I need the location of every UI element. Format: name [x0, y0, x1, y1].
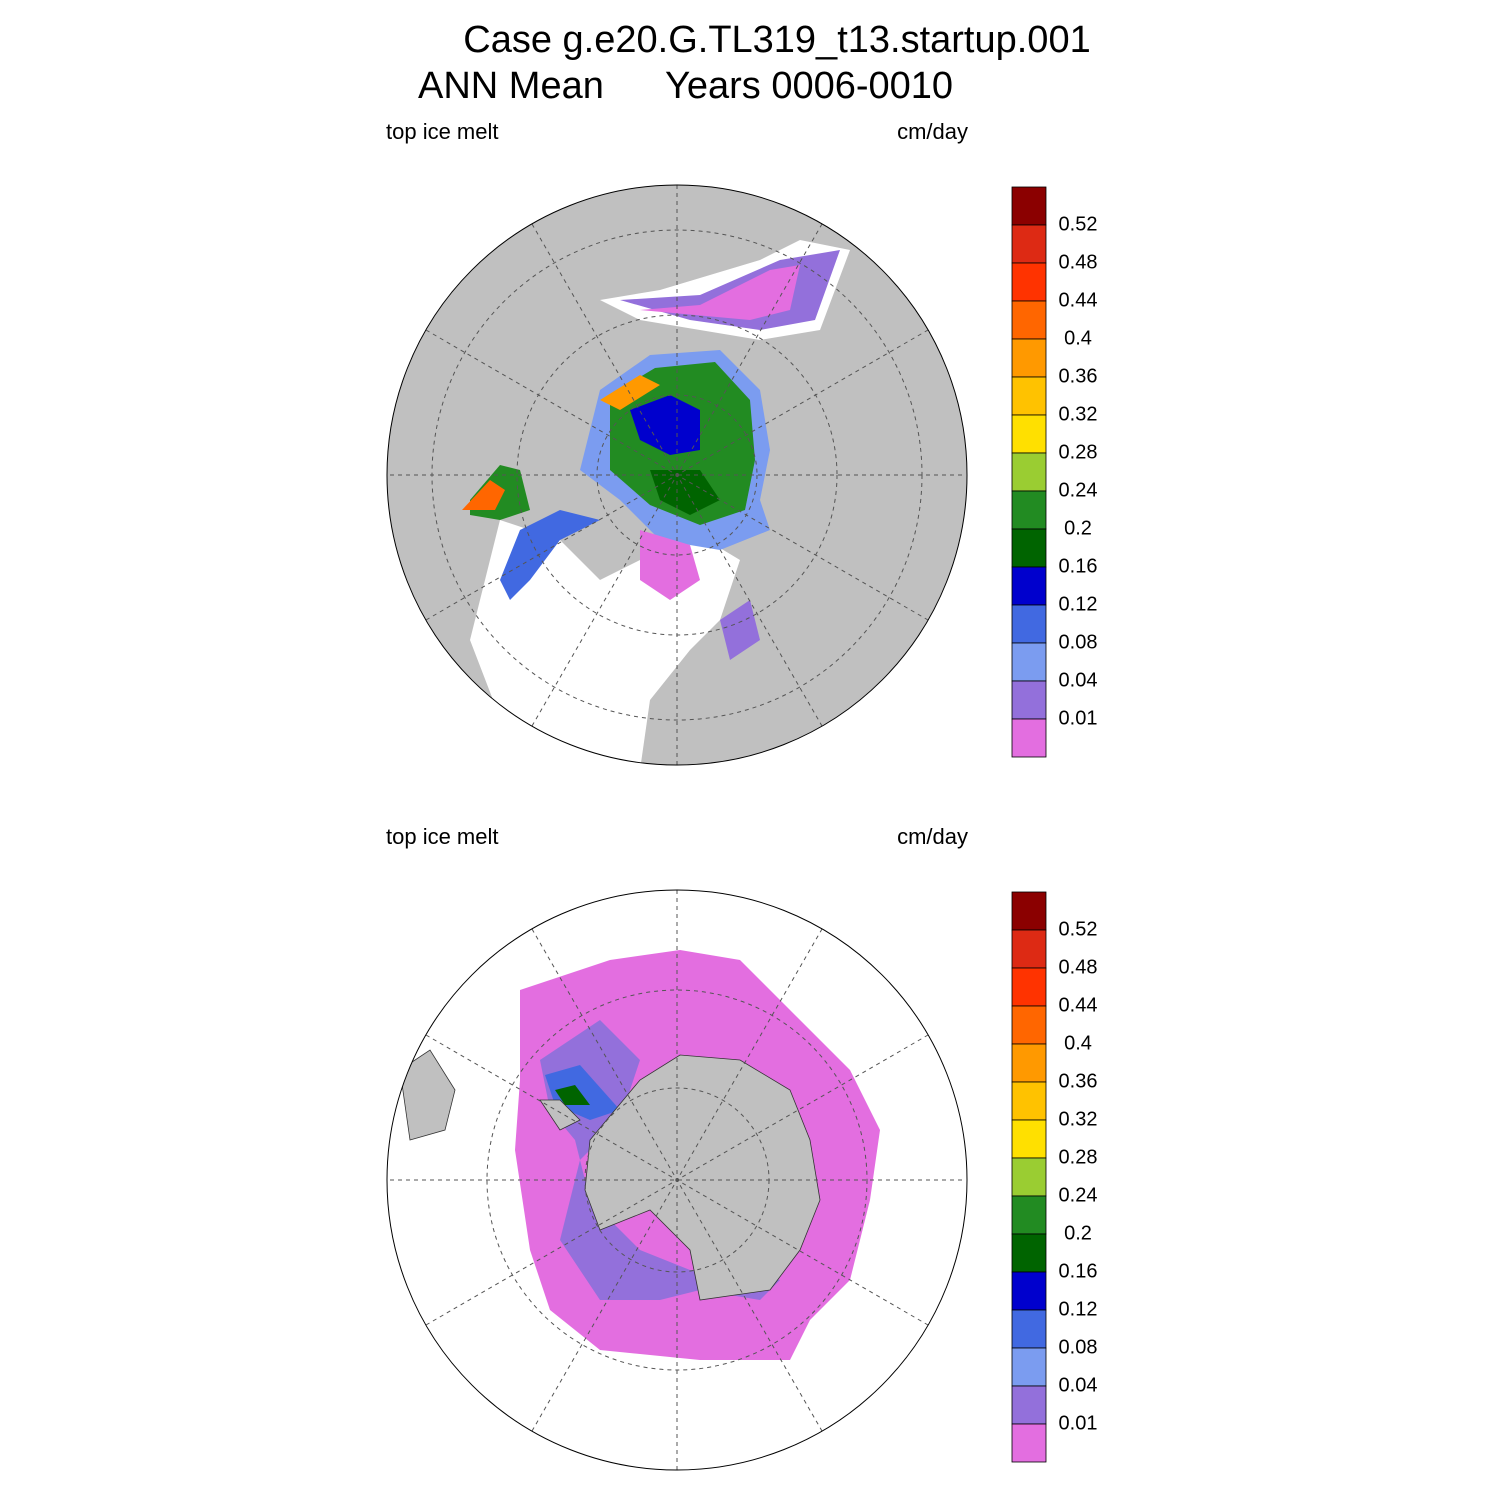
subtitle-right: Years 0006-0010 — [665, 65, 953, 107]
units-label: cm/day — [897, 119, 968, 144]
colorbar-label: 0.04 — [1059, 669, 1098, 691]
title: Case g.e20.G.TL319_t13.startup.001 — [463, 19, 1090, 61]
colorbar-box — [1011, 338, 1047, 378]
colorbar-box — [1011, 967, 1047, 1007]
colorbar-label: 0.28 — [1059, 1146, 1098, 1168]
colorbar-box — [1011, 1423, 1047, 1463]
colorbar-label: 0.24 — [1059, 1184, 1098, 1206]
colorbar-box — [1011, 566, 1047, 606]
colorbar-label: 0.36 — [1059, 365, 1098, 387]
colorbar-label: 0.32 — [1059, 1108, 1098, 1130]
colorbar-box — [1011, 1081, 1047, 1121]
colorbar-box — [1011, 186, 1047, 226]
colorbar-label: 0.04 — [1059, 1374, 1098, 1396]
colorbar-label: 0.16 — [1059, 555, 1098, 577]
colorbar-label: 0.12 — [1059, 1298, 1098, 1320]
colorbar-label: 0.4 — [1064, 1032, 1092, 1054]
colorbar-label: 0.52 — [1059, 918, 1098, 940]
colorbar-box — [1011, 718, 1047, 758]
colorbar-box — [1011, 642, 1047, 682]
colorbar-label: 0.48 — [1059, 251, 1098, 273]
colorbar-label: 0.16 — [1059, 1260, 1098, 1282]
colorbar-label: 0.12 — [1059, 593, 1098, 615]
units-label: cm/day — [897, 824, 968, 849]
colorbar-box — [1011, 414, 1047, 454]
colorbar-box — [1011, 1005, 1047, 1045]
colorbar-box — [1011, 891, 1047, 931]
colorbar-box — [1011, 1385, 1047, 1425]
colorbar-label: 0.48 — [1059, 956, 1098, 978]
colorbar-label: 0.28 — [1059, 441, 1098, 463]
colorbar-label: 0.36 — [1059, 1070, 1098, 1092]
colorbar-label: 0.44 — [1059, 289, 1098, 311]
subtitle-left: ANN Mean — [418, 65, 604, 107]
colorbar-box — [1011, 490, 1047, 530]
colorbar-box — [1011, 1271, 1047, 1311]
antarctic-map — [387, 890, 967, 1470]
colorbar-label: 0.08 — [1059, 631, 1098, 653]
colorbar-box — [1011, 1119, 1047, 1159]
arctic-map — [387, 185, 967, 765]
colorbar-label: 0.01 — [1059, 1412, 1098, 1434]
colorbar-box — [1011, 680, 1047, 720]
colorbar-box — [1011, 1157, 1047, 1197]
colorbar-box — [1011, 528, 1047, 568]
colorbar-box — [1011, 300, 1047, 340]
colorbar-box — [1011, 1233, 1047, 1273]
colorbar-label: 0.24 — [1059, 479, 1098, 501]
colorbar-box — [1011, 929, 1047, 969]
colorbar-box — [1011, 1195, 1047, 1235]
colorbar-label: 0.01 — [1059, 707, 1098, 729]
colorbar-label: 0.52 — [1059, 213, 1098, 235]
panel-label: top ice melt — [386, 119, 499, 144]
colorbar-box — [1011, 262, 1047, 302]
colorbar-label: 0.08 — [1059, 1336, 1098, 1358]
colorbar-box — [1011, 604, 1047, 644]
panel-label: top ice melt — [386, 824, 499, 849]
colorbar-box — [1011, 224, 1047, 264]
colorbar-label: 0.44 — [1059, 994, 1098, 1016]
colorbar-box — [1011, 1309, 1047, 1349]
colorbar-label: 0.2 — [1064, 517, 1092, 539]
colorbar-box — [1011, 452, 1047, 492]
colorbar-label: 0.32 — [1059, 403, 1098, 425]
colorbar-label: 0.4 — [1064, 327, 1092, 349]
colorbar-label: 0.2 — [1064, 1222, 1092, 1244]
colorbar-box — [1011, 376, 1047, 416]
colorbar-box — [1011, 1043, 1047, 1083]
colorbar-box — [1011, 1347, 1047, 1387]
